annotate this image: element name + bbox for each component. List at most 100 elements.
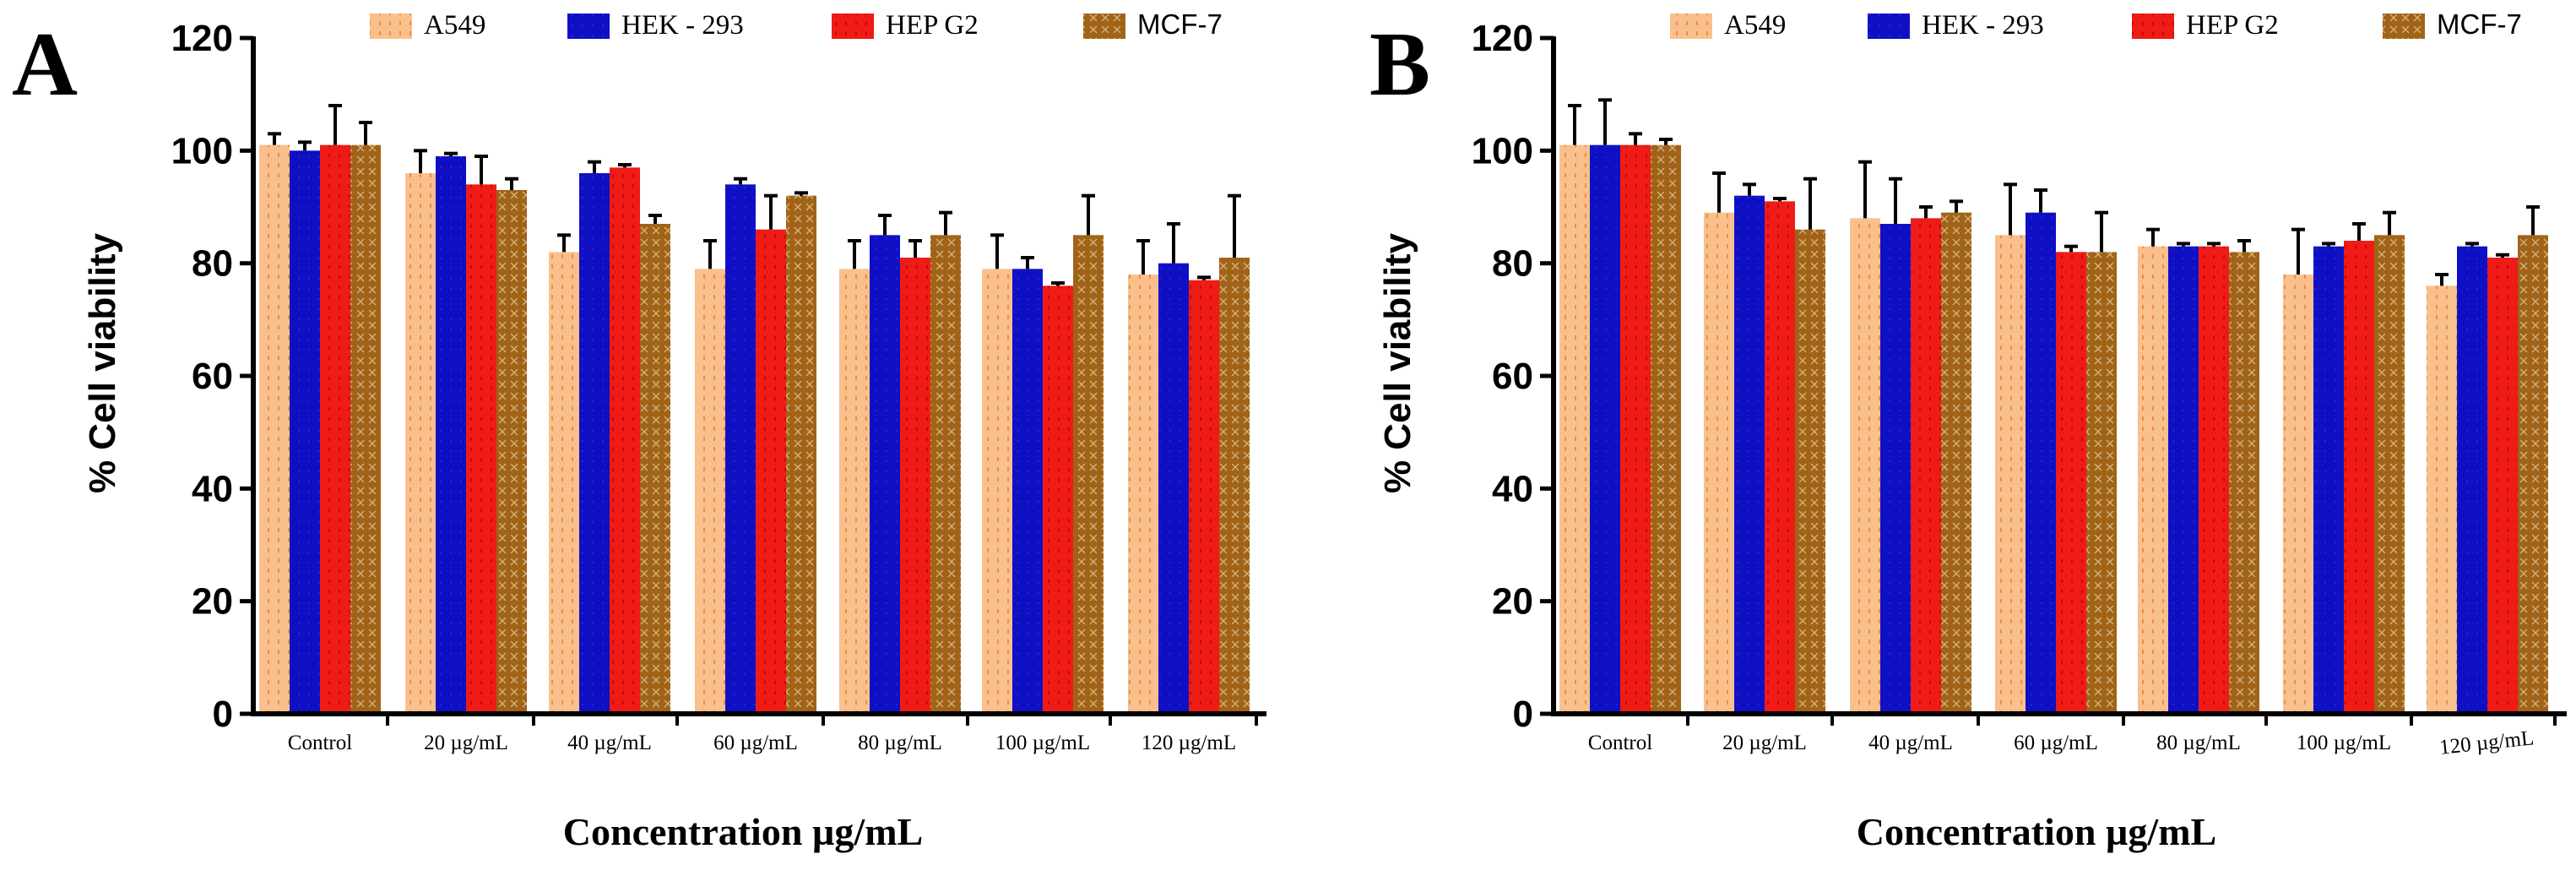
legend-b: A549 HEK - 293 HEP G2 MCF-7 xyxy=(1670,8,2522,41)
x-tick-label-b-80-ug-ml: 80 µg/mL xyxy=(2156,732,2241,754)
bar-a-hep-g2-40-ug-ml xyxy=(610,167,640,715)
bar-a-a549-120-ug-ml xyxy=(1128,275,1158,714)
y-tick-label-b-100: 100 xyxy=(1472,130,1533,171)
y-ticks-a: 0 20 40 60 80 100 120 xyxy=(171,18,253,735)
bar-b-hep-g2-control xyxy=(1620,144,1651,714)
bar-b-a549-control xyxy=(1559,144,1590,714)
y-tick-label-a-100: 100 xyxy=(171,130,233,171)
y-tick-label-b-20: 20 xyxy=(1492,581,1533,623)
x-tick-label-b-40-ug-ml: 40 µg/mL xyxy=(1868,732,1953,754)
panel-label-b: B xyxy=(1369,14,1430,115)
bar-b-a549-40-ug-ml xyxy=(1850,218,1880,714)
bar-a-hep-g2-80-ug-ml xyxy=(900,258,930,714)
legend-swatch-b-a549 xyxy=(1670,14,1712,39)
legend-label-a-a549: A549 xyxy=(424,10,485,41)
x-ticks-b: Control 20 µg/mL 40 µg/mL 60 µg/mL 80 µg/mL 1… xyxy=(1588,714,2557,759)
bar-a-hep-g2-20-ug-ml xyxy=(466,184,496,715)
bars-a xyxy=(259,104,1250,715)
bar-a-mcf-7-60-ug-ml xyxy=(786,195,816,714)
bar-a-a549-80-ug-ml xyxy=(839,269,870,714)
y-tick-label-b-0: 0 xyxy=(1513,694,1533,735)
x-tick-label-b-20-ug-ml: 20 µg/mL xyxy=(1722,732,1807,754)
bar-a-mcf-7-100-ug-ml xyxy=(1073,235,1104,714)
bar-a-hek-293-80-ug-ml xyxy=(870,235,900,714)
bar-b-hek-293-40-ug-ml xyxy=(1880,224,1911,714)
y-axis-label-a: % Cell viability xyxy=(82,232,123,493)
y-tick-label-b-60: 60 xyxy=(1492,356,1533,397)
legend-swatch-a-a549 xyxy=(370,14,412,39)
bars-b xyxy=(1559,98,2548,715)
legend-label-b-hep-g2: HEP G2 xyxy=(2186,10,2279,41)
legend-swatch-a-hep-g2 xyxy=(832,14,874,39)
bar-a-mcf-7-20-ug-ml xyxy=(496,190,527,714)
bar-b-mcf-7-40-ug-ml xyxy=(1941,212,1971,714)
bar-b-hep-g2-120-ug-ml xyxy=(2487,258,2518,714)
panel-label-a: A xyxy=(12,14,78,115)
bar-b-hek-293-20-ug-ml xyxy=(1734,195,1765,714)
legend-label-b-mcf-7: MCF-7 xyxy=(2437,8,2522,40)
bar-b-hep-g2-20-ug-ml xyxy=(1765,201,1795,715)
legend-label-b-a549: A549 xyxy=(1724,10,1786,41)
x-tick-label-b-120-ug-ml: 120 µg/mL xyxy=(2438,726,2535,759)
bar-b-a549-100-ug-ml xyxy=(2283,275,2313,714)
chart-panel-b: B A549 HEK - 293 HEP G2 MCF-7 0 20 40 60 80 100 1… xyxy=(1369,8,2567,853)
y-tick-label-b-120: 120 xyxy=(1472,18,1533,59)
bar-b-mcf-7-100-ug-ml xyxy=(2374,235,2405,714)
bar-b-mcf-7-60-ug-ml xyxy=(2086,252,2117,714)
y-tick-label-a-20: 20 xyxy=(192,581,233,623)
legend-label-b-hek-293: HEK - 293 xyxy=(1922,10,2044,41)
x-tick-label-a-120-ug-ml: 120 µg/mL xyxy=(1142,732,1236,754)
bar-a-mcf-7-80-ug-ml xyxy=(930,235,961,714)
x-tick-label-a-60-ug-ml: 60 µg/mL xyxy=(713,732,798,754)
bar-a-a549-40-ug-ml xyxy=(549,252,579,714)
bar-a-hek-293-control xyxy=(290,150,320,715)
x-axis-label-b: Concentration µg/mL xyxy=(1857,810,2216,853)
y-axis-label-b: % Cell viability xyxy=(1377,232,1418,493)
bar-a-hep-g2-100-ug-ml xyxy=(1043,286,1073,714)
bar-b-a549-120-ug-ml xyxy=(2427,286,2457,714)
legend-swatch-b-mcf-7 xyxy=(2383,14,2425,39)
bar-a-mcf-7-120-ug-ml xyxy=(1219,258,1250,714)
y-ticks-b: 0 20 40 60 80 100 120 xyxy=(1472,18,1554,735)
bar-a-mcf-7-40-ug-ml xyxy=(640,224,670,714)
chart-panel-a: A A549 HEK - 293 HEP G2 MCF-7 0 20 40 60 80 100 1… xyxy=(12,8,1266,853)
legend-swatch-a-mcf-7 xyxy=(1083,14,1125,39)
y-tick-label-a-60: 60 xyxy=(192,356,233,397)
legend-label-a-mcf-7: MCF-7 xyxy=(1137,8,1223,40)
bar-a-hek-293-120-ug-ml xyxy=(1158,263,1189,715)
bar-b-a549-20-ug-ml xyxy=(1704,212,1734,714)
bar-b-a549-80-ug-ml xyxy=(2138,246,2168,715)
x-tick-label-a-100-ug-ml: 100 µg/mL xyxy=(995,732,1090,754)
x-axis-label-a: Concentration µg/mL xyxy=(563,810,923,853)
x-tick-label-b-60-ug-ml: 60 µg/mL xyxy=(2014,732,2098,754)
bar-a-hep-g2-60-ug-ml xyxy=(756,229,786,715)
x-tick-label-a-20-ug-ml: 20 µg/mL xyxy=(424,732,508,754)
bar-a-a549-20-ug-ml xyxy=(405,173,436,714)
bar-a-a549-control xyxy=(259,144,290,714)
y-tick-label-a-120: 120 xyxy=(171,18,233,59)
bar-b-hep-g2-40-ug-ml xyxy=(1911,218,1941,714)
bar-a-hek-293-60-ug-ml xyxy=(725,184,756,715)
bar-a-mcf-7-control xyxy=(350,144,381,714)
x-tick-label-a-control: Control xyxy=(288,732,352,754)
bar-b-hek-293-60-ug-ml xyxy=(2026,212,2056,714)
y-tick-label-b-40: 40 xyxy=(1492,468,1533,509)
x-tick-label-a-80-ug-ml: 80 µg/mL xyxy=(858,732,942,754)
bar-a-hep-g2-120-ug-ml xyxy=(1189,280,1219,715)
bar-a-a549-60-ug-ml xyxy=(695,269,725,714)
bar-b-hek-293-100-ug-ml xyxy=(2313,246,2344,715)
legend-swatch-b-hep-g2 xyxy=(2132,14,2174,39)
bar-a-hep-g2-control xyxy=(320,144,350,714)
bar-b-hep-g2-100-ug-ml xyxy=(2344,241,2374,714)
y-tick-label-a-0: 0 xyxy=(213,694,233,735)
y-tick-label-a-80: 80 xyxy=(192,243,233,285)
legend-label-a-hep-g2: HEP G2 xyxy=(886,10,979,41)
bar-a-a549-100-ug-ml xyxy=(982,269,1012,714)
bar-b-hek-293-control xyxy=(1590,144,1620,714)
bar-b-a549-60-ug-ml xyxy=(1995,235,2026,714)
bar-b-hek-293-80-ug-ml xyxy=(2168,246,2199,715)
bar-a-hek-293-40-ug-ml xyxy=(579,173,610,714)
bar-b-mcf-7-control xyxy=(1651,144,1681,714)
legend-swatch-a-hek-293 xyxy=(567,14,610,39)
